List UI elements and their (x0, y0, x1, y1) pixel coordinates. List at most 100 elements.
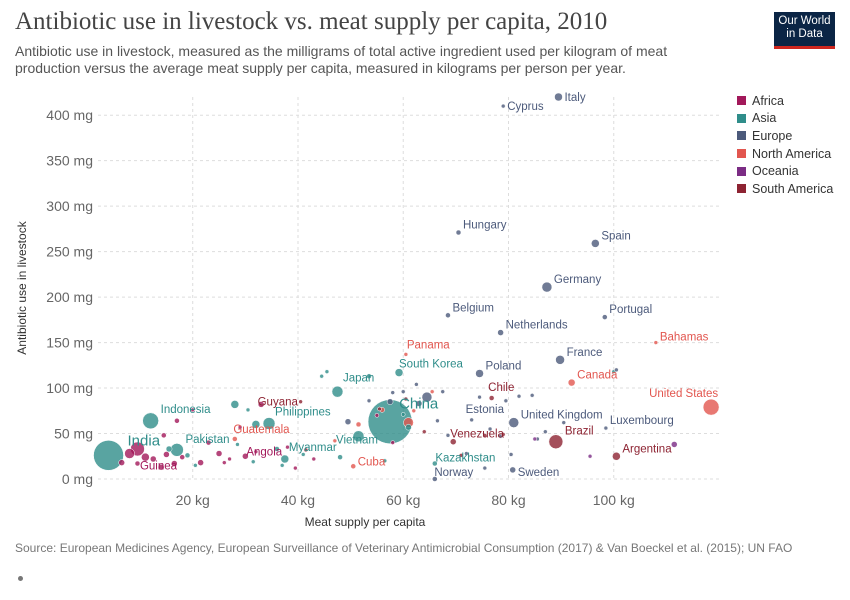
data-point (171, 460, 178, 467)
data-point (411, 408, 417, 414)
point-label: Kazakhstan (435, 453, 495, 465)
point-label: France (567, 347, 603, 359)
x-tick-label: 60 kg (386, 492, 420, 508)
data-point (257, 401, 265, 408)
x-tick-label: 100 kg (593, 492, 635, 508)
legend-label: Oceania (752, 164, 799, 179)
data-point (205, 439, 212, 446)
data-point (274, 446, 280, 452)
data-point (324, 369, 330, 374)
data-point (422, 429, 427, 434)
data-point (251, 459, 256, 464)
point-label: Bahamas (660, 332, 709, 344)
point-label: Portugal (609, 304, 652, 316)
data-point (400, 389, 406, 394)
data-point (469, 417, 474, 423)
data-point (612, 452, 621, 461)
y-tick-label: 50 mg (54, 426, 93, 442)
data-point (475, 369, 484, 378)
data-point (500, 432, 506, 437)
data-point (405, 423, 412, 431)
data-point (222, 460, 227, 465)
point-label: Guyana (258, 397, 299, 409)
data-point (561, 420, 566, 425)
data-point (403, 396, 409, 402)
legend: Africa Asia Europe North America Oceania Sout… (737, 92, 833, 198)
owid-logo[interactable]: Our World in Data (774, 12, 835, 49)
data-point (150, 455, 157, 463)
chart-title: Antibiotic use in livestock vs. meat sup… (15, 8, 608, 35)
data-point (303, 447, 309, 453)
legend-swatch (737, 184, 746, 194)
legend-item[interactable]: Oceania (737, 162, 833, 180)
data-point (298, 399, 303, 404)
data-point (118, 459, 125, 466)
y-tick-label: 250 mg (46, 244, 93, 260)
point-label: United Kingdom (521, 410, 603, 422)
legend-item[interactable]: North America (737, 145, 833, 163)
data-point (415, 400, 423, 407)
data-point (193, 463, 198, 468)
data-point (541, 281, 553, 293)
data-point (602, 314, 608, 320)
legend-item[interactable]: Europe (737, 127, 833, 145)
data-point (464, 451, 469, 456)
data-point (554, 92, 563, 102)
x-tick-label: 20 kg (176, 492, 210, 508)
data-point (331, 385, 344, 398)
y-tick-label: 200 mg (46, 289, 93, 305)
data-point (285, 444, 290, 450)
legend-item[interactable]: Asia (737, 110, 833, 128)
data-point (293, 465, 298, 471)
data-point (170, 443, 184, 457)
data-point (508, 452, 514, 457)
data-point (366, 373, 372, 379)
data-point (445, 433, 451, 438)
legend-item[interactable]: Africa (737, 92, 833, 110)
data-point (279, 463, 285, 468)
data-point (548, 434, 564, 449)
data-point (300, 452, 306, 457)
data-point (344, 418, 352, 425)
data-point (671, 441, 678, 448)
data-point (390, 440, 395, 445)
data-point (591, 239, 600, 248)
data-point (482, 433, 488, 438)
y-tick-label: 400 mg (46, 107, 93, 123)
legend-label: North America (752, 146, 832, 161)
data-point (215, 450, 223, 457)
data-point (394, 368, 404, 377)
point-label: Guinea (140, 461, 178, 473)
data-point (262, 417, 276, 430)
point-label: Brazil (565, 426, 594, 438)
point-label: India (128, 432, 161, 449)
point-label: China (399, 396, 439, 413)
footer-dot-icon (18, 576, 23, 581)
data-point (253, 449, 259, 454)
legend-swatch (737, 131, 746, 141)
data-point (165, 445, 173, 453)
point-label: Panama (407, 339, 450, 351)
data-point (197, 459, 204, 466)
data-point (508, 417, 520, 428)
data-point (352, 430, 365, 443)
logo-line-1: Our World (778, 15, 831, 27)
data-point (141, 452, 150, 462)
scatter-chart: 0 mg 50 mg 100 mg 150 mg 200 mg 250 mg 300 mg 3… (15, 92, 720, 529)
point-label: South Korea (399, 359, 464, 371)
data-point (477, 394, 482, 400)
chart-subtitle: Antibiotic use in livestock, measured as… (15, 43, 668, 76)
legend-label: Asia (752, 111, 777, 126)
data-point (232, 436, 238, 442)
data-point (157, 463, 165, 471)
point-label: Netherlands (506, 320, 568, 332)
data-point (332, 438, 338, 444)
data-point (355, 421, 362, 428)
data-point (403, 352, 409, 357)
point-label: Venezuela (450, 429, 504, 441)
data-point (509, 466, 516, 474)
data-point (487, 426, 493, 432)
x-axis-title: Meat supply per capita (305, 515, 426, 529)
legend-item[interactable]: South America (737, 180, 833, 198)
data-point (311, 456, 317, 462)
